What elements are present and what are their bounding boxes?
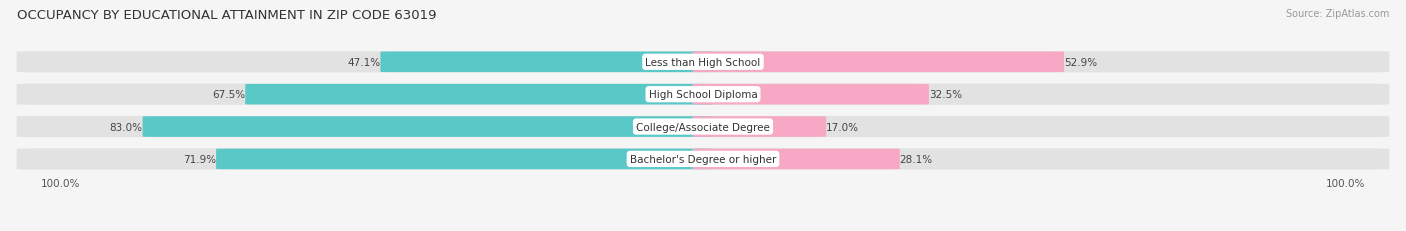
Text: 32.5%: 32.5% xyxy=(929,90,962,100)
FancyBboxPatch shape xyxy=(381,52,714,73)
Text: College/Associate Degree: College/Associate Degree xyxy=(636,122,770,132)
Text: 100.0%: 100.0% xyxy=(41,179,80,188)
Text: Source: ZipAtlas.com: Source: ZipAtlas.com xyxy=(1285,9,1389,19)
Text: High School Diploma: High School Diploma xyxy=(648,90,758,100)
Text: 47.1%: 47.1% xyxy=(347,58,381,67)
FancyBboxPatch shape xyxy=(692,52,1064,73)
Text: 100.0%: 100.0% xyxy=(1326,179,1365,188)
FancyBboxPatch shape xyxy=(17,84,1389,105)
FancyBboxPatch shape xyxy=(17,149,1389,170)
FancyBboxPatch shape xyxy=(692,85,929,105)
FancyBboxPatch shape xyxy=(17,52,1389,73)
Text: Bachelor's Degree or higher: Bachelor's Degree or higher xyxy=(630,154,776,164)
Text: Less than High School: Less than High School xyxy=(645,58,761,67)
FancyBboxPatch shape xyxy=(692,149,900,170)
FancyBboxPatch shape xyxy=(245,85,714,105)
FancyBboxPatch shape xyxy=(142,117,714,137)
Text: OCCUPANCY BY EDUCATIONAL ATTAINMENT IN ZIP CODE 63019: OCCUPANCY BY EDUCATIONAL ATTAINMENT IN Z… xyxy=(17,9,436,22)
FancyBboxPatch shape xyxy=(217,149,714,170)
Text: 17.0%: 17.0% xyxy=(827,122,859,132)
Text: 83.0%: 83.0% xyxy=(110,122,142,132)
FancyBboxPatch shape xyxy=(692,117,827,137)
FancyBboxPatch shape xyxy=(17,116,1389,138)
Text: 71.9%: 71.9% xyxy=(183,154,217,164)
Text: 67.5%: 67.5% xyxy=(212,90,245,100)
Text: 28.1%: 28.1% xyxy=(900,154,932,164)
Text: 52.9%: 52.9% xyxy=(1064,58,1097,67)
